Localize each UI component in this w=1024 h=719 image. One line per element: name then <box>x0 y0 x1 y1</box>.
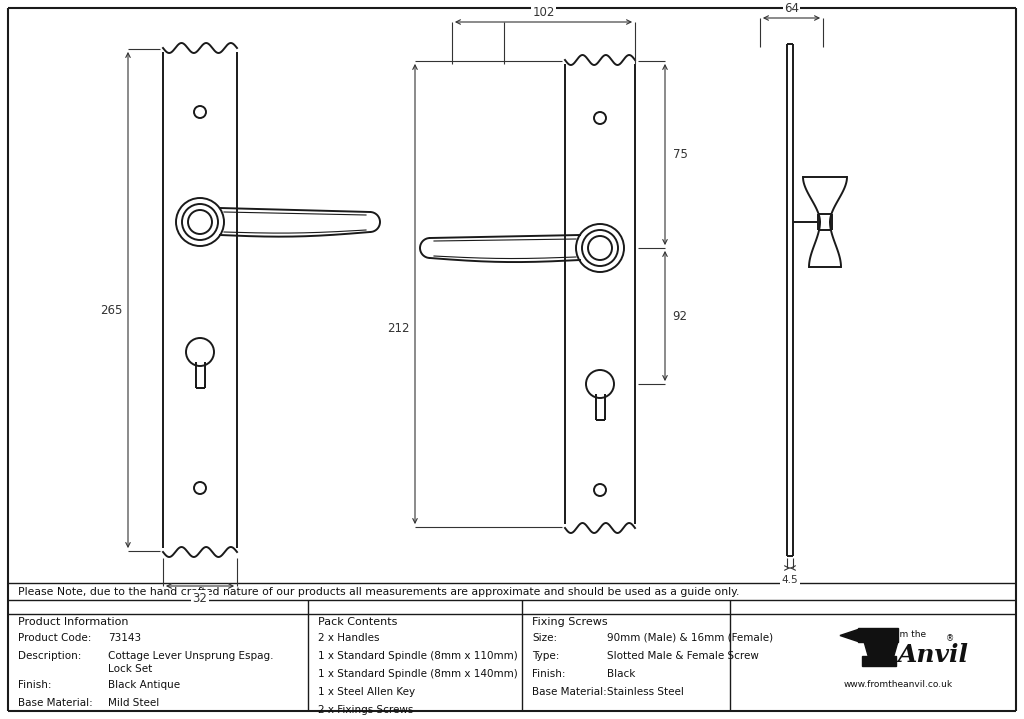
Text: 73143: 73143 <box>108 633 141 643</box>
Text: 1 x Steel Allen Key: 1 x Steel Allen Key <box>318 687 415 697</box>
FancyBboxPatch shape <box>862 656 896 666</box>
Text: Cottage Lever Unsprung Espag.: Cottage Lever Unsprung Espag. <box>108 651 273 661</box>
Text: From the: From the <box>886 630 926 639</box>
Text: 32: 32 <box>193 592 208 605</box>
Text: www.fromtheanvil.co.uk: www.fromtheanvil.co.uk <box>844 680 952 689</box>
Text: 2 x Fixings Screws: 2 x Fixings Screws <box>318 705 414 715</box>
Text: Description:: Description: <box>18 651 81 661</box>
Text: 265: 265 <box>99 303 122 316</box>
Text: Black: Black <box>607 669 635 679</box>
Text: Base Material:: Base Material: <box>532 687 607 697</box>
Text: Lock Set: Lock Set <box>108 664 153 674</box>
Text: Product Code:: Product Code: <box>18 633 91 643</box>
Text: 1 x Standard Spindle (8mm x 110mm): 1 x Standard Spindle (8mm x 110mm) <box>318 651 518 661</box>
Polygon shape <box>864 641 898 656</box>
Text: 75: 75 <box>673 148 687 161</box>
Text: 4.5: 4.5 <box>781 575 799 585</box>
Text: Please Note, due to the hand crafted nature of our products all measurements are: Please Note, due to the hand crafted nat… <box>18 587 739 597</box>
Text: Product Information: Product Information <box>18 617 128 627</box>
Text: Anvil: Anvil <box>898 643 969 667</box>
Text: Size:: Size: <box>532 633 557 643</box>
Text: Mild Steel: Mild Steel <box>108 698 160 708</box>
Text: 64: 64 <box>784 2 799 16</box>
Text: Base Material:: Base Material: <box>18 698 93 708</box>
FancyBboxPatch shape <box>858 628 898 641</box>
Bar <box>596 394 604 416</box>
Text: 1 x Standard Spindle (8mm x 140mm): 1 x Standard Spindle (8mm x 140mm) <box>318 669 518 679</box>
Text: Fixing Screws: Fixing Screws <box>532 617 607 627</box>
Text: Finish:: Finish: <box>532 669 565 679</box>
Text: 90mm (Male) & 16mm (Female): 90mm (Male) & 16mm (Female) <box>607 633 773 643</box>
Text: 212: 212 <box>387 323 410 336</box>
Bar <box>196 362 205 384</box>
Text: 102: 102 <box>532 6 555 19</box>
Text: Pack Contents: Pack Contents <box>318 617 397 627</box>
Text: 92: 92 <box>673 309 687 323</box>
Text: Black Antique: Black Antique <box>108 680 180 690</box>
Text: Slotted Male & Female Screw: Slotted Male & Female Screw <box>607 651 759 661</box>
Text: Finish:: Finish: <box>18 680 51 690</box>
Text: 2 x Handles: 2 x Handles <box>318 633 380 643</box>
Text: Type:: Type: <box>532 651 559 661</box>
Text: ®: ® <box>946 634 954 643</box>
Text: Stainless Steel: Stainless Steel <box>607 687 684 697</box>
Polygon shape <box>840 630 858 641</box>
